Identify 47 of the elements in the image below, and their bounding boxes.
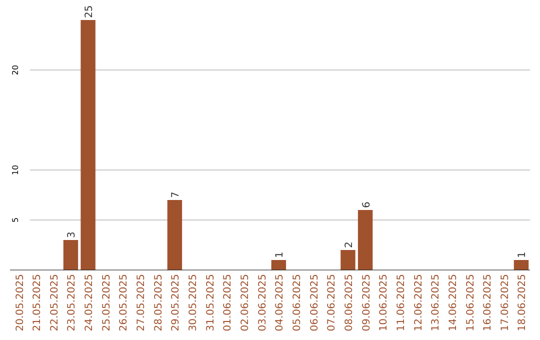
- x-tick-label: 07.06.2025: [326, 274, 338, 332]
- x-tick-label: 02.06.2025: [240, 274, 252, 332]
- bar: [358, 210, 373, 270]
- x-tick-label: 09.06.2025: [361, 274, 372, 332]
- bar: [514, 260, 529, 270]
- x-tick-label: 27.05.2025: [136, 274, 148, 332]
- x-tick-label: 03.06.2025: [257, 274, 268, 332]
- x-tick-label: 23.05.2025: [66, 274, 78, 332]
- x-tick-label: 14.06.2025: [448, 274, 459, 332]
- data-label: 2: [344, 242, 355, 248]
- x-tick-label: 13.06.2025: [430, 274, 442, 332]
- x-tick-label: 05.06.2025: [292, 274, 303, 332]
- x-tick-label: 25.05.2025: [101, 274, 112, 332]
- x-tick-label: 26.05.2025: [118, 274, 130, 332]
- x-tick-label: 29.05.2025: [170, 274, 182, 332]
- x-tick-label: 22.05.2025: [49, 274, 60, 332]
- bar: [340, 250, 356, 270]
- x-tick-label: 16.06.2025: [482, 274, 494, 332]
- data-label: 25: [84, 5, 96, 18]
- x-tick-label: 17.06.2025: [500, 274, 511, 332]
- x-tick-label: 31.05.2025: [205, 274, 216, 332]
- x-tick-label: 18.06.2025: [517, 274, 528, 332]
- bar: [63, 240, 78, 270]
- y-tick-label: 5: [11, 217, 20, 223]
- x-tick-label: 11.06.2025: [396, 274, 407, 332]
- x-tick-label: 12.06.2025: [413, 274, 424, 332]
- x-tick-label: 15.06.2025: [465, 274, 476, 332]
- y-tick-label: 10: [11, 164, 20, 176]
- data-label: 1: [274, 252, 286, 258]
- data-label: 3: [66, 232, 78, 238]
- data-label: 6: [361, 202, 372, 208]
- bar: [80, 20, 96, 270]
- x-tick-label: 08.06.2025: [344, 274, 355, 332]
- x-tick-label: 30.05.2025: [188, 274, 200, 332]
- x-tick-label: 04.06.2025: [274, 274, 286, 332]
- x-tick-label: 21.05.2025: [32, 274, 44, 332]
- y-tick-label: 20: [11, 64, 20, 76]
- data-label: 7: [170, 192, 182, 198]
- x-tick-label: 01.06.2025: [222, 274, 234, 332]
- x-tick-label: 10.06.2025: [378, 274, 390, 332]
- bar: [271, 260, 286, 270]
- bar: [167, 200, 182, 270]
- x-tick-label: 24.05.2025: [84, 274, 96, 332]
- data-label: 1: [517, 252, 528, 258]
- x-tick-label: 28.05.2025: [153, 274, 164, 332]
- x-tick-label: 20.05.2025: [14, 274, 26, 332]
- x-tick-label: 06.06.2025: [309, 274, 320, 332]
